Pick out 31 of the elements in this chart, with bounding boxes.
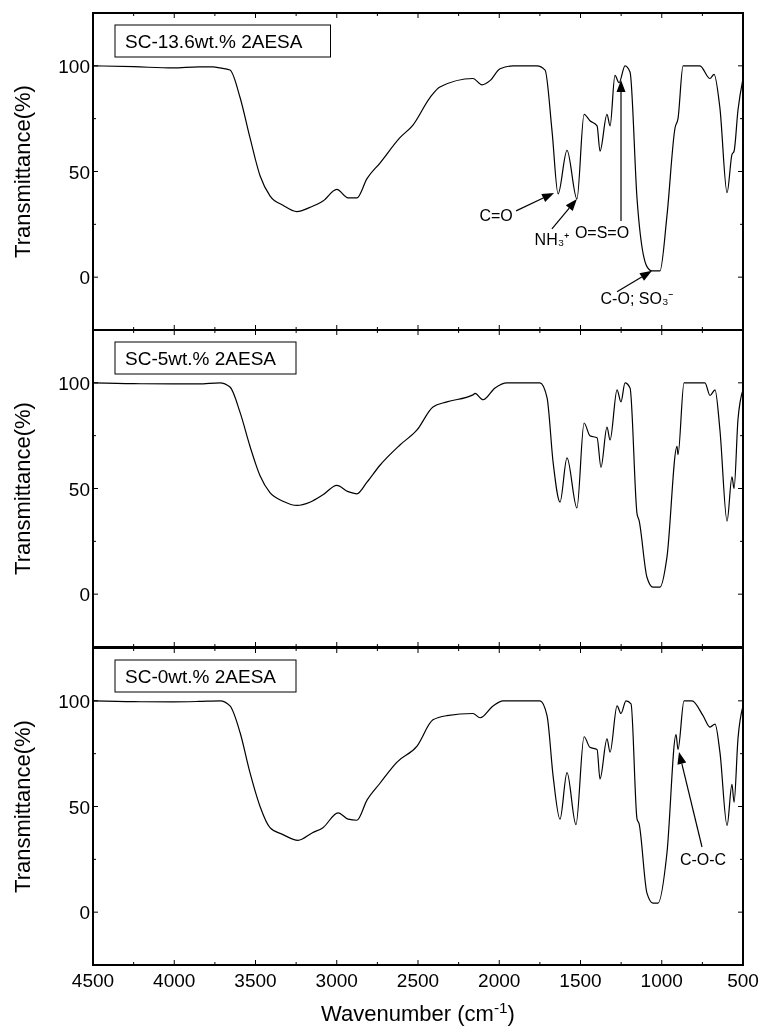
y-tick-label: 0 — [79, 584, 90, 606]
x-tick-label: 2500 — [396, 970, 440, 991]
legend-label: SC-13.6wt.% 2AESA — [125, 31, 303, 52]
annotation: C-O-C — [679, 851, 727, 868]
y-tick-label: 0 — [79, 902, 90, 924]
y-axis-title: Transmittance(%) — [10, 402, 35, 575]
x-tick-label: 4500 — [71, 970, 115, 991]
legend-label: SC-5wt.% 2AESA — [125, 348, 277, 369]
y-tick-label: 50 — [68, 478, 90, 500]
y-tick-label: 100 — [58, 55, 90, 77]
x-tick-label: 3500 — [234, 970, 277, 991]
x-axis-title: Wavenumber (cm$^{-1}$) — [321, 998, 515, 1026]
y-tick-label: 0 — [79, 267, 90, 289]
x-tick-label: 1500 — [559, 970, 602, 991]
y-tick-label: 100 — [58, 690, 90, 712]
y-tick-label: 50 — [68, 796, 90, 818]
x-tick-label: 500 — [727, 970, 759, 991]
annotation: O=S=O — [574, 224, 630, 241]
annotation: C-O; SO₃⁻ — [600, 289, 674, 307]
y-axis-title: Transmittance(%) — [10, 720, 35, 893]
x-tick-label: 1000 — [640, 970, 683, 991]
x-tick-label: 2000 — [478, 970, 521, 991]
y-tick-label: 50 — [68, 161, 90, 183]
y-tick-label: 100 — [58, 372, 90, 394]
annotation: C=O — [479, 206, 513, 224]
y-axis-title: Transmittance(%) — [10, 85, 35, 258]
legend-label: SC-0wt.% 2AESA — [125, 666, 277, 687]
x-tick-label: 4000 — [153, 970, 196, 991]
x-tick-label: 3000 — [315, 970, 358, 991]
annotation: NH₃⁺ — [534, 230, 570, 248]
arrow-note: C-O; SO₃⁻ — [600, 270, 674, 307]
